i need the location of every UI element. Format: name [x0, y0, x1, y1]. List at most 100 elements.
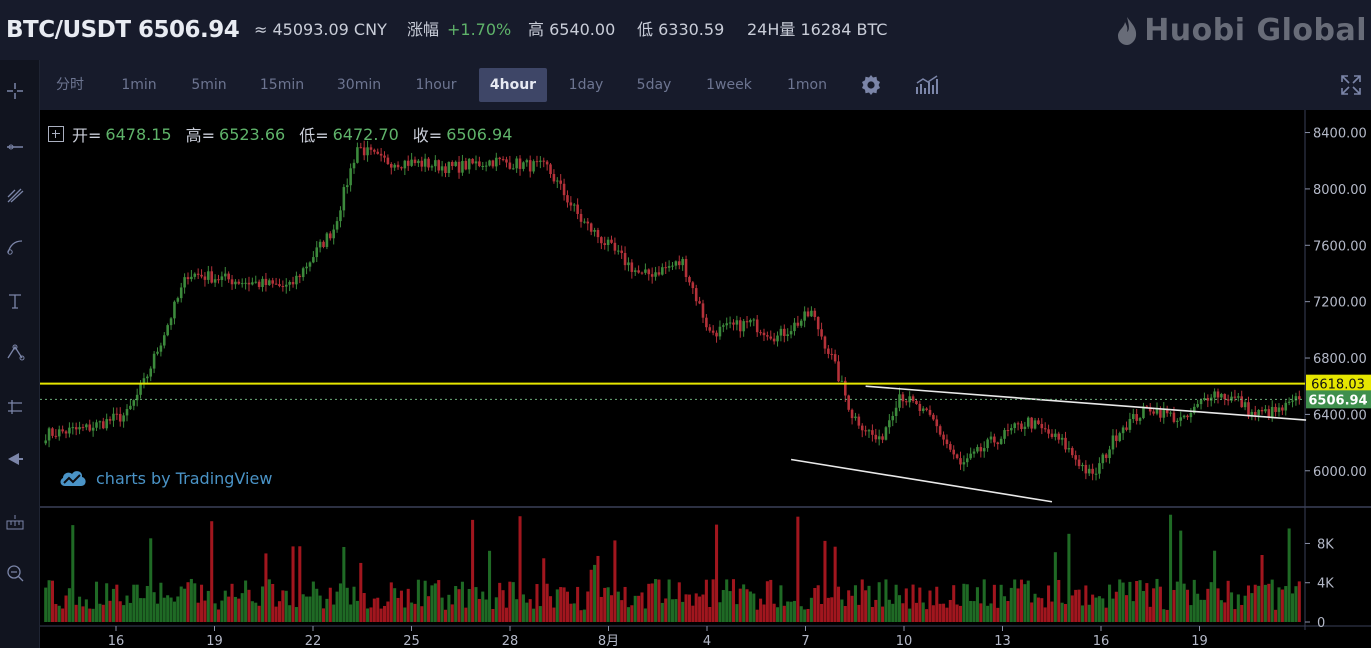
candle-body: [593, 230, 596, 232]
candle-body: [149, 368, 153, 377]
candle-body: [637, 270, 640, 273]
volume-bar: [94, 581, 99, 622]
candle-body: [904, 401, 908, 403]
pattern-icon[interactable]: [0, 338, 30, 368]
curve-icon[interactable]: [0, 232, 30, 262]
candle-body: [955, 454, 959, 459]
candle-body: [329, 233, 332, 239]
candle-body: [450, 162, 454, 167]
candle-body: [617, 250, 620, 252]
interval-5min[interactable]: 5min: [191, 77, 227, 93]
brand-name: Huobi Global: [1144, 13, 1367, 48]
fullscreen-icon[interactable]: [1336, 70, 1366, 100]
volume-bar: [210, 521, 214, 622]
trend-line-icon[interactable]: [0, 128, 30, 158]
measure-icon[interactable]: [0, 392, 30, 422]
zoom-icon[interactable]: [0, 558, 30, 588]
candle-body: [935, 419, 939, 427]
volume-bar: [410, 602, 414, 622]
interval-1hour[interactable]: 1hour: [415, 77, 457, 93]
volume-bar: [654, 579, 658, 622]
volume-bar: [355, 600, 359, 622]
volume-bar: [908, 608, 912, 622]
brush-icon[interactable]: [0, 180, 30, 210]
candle-body: [1220, 393, 1223, 398]
candle-body: [1233, 396, 1237, 398]
volume-bar: [650, 583, 654, 622]
volume-bar: [471, 519, 475, 622]
volume-bar: [227, 596, 231, 622]
candle-body: [1128, 418, 1132, 430]
candle-body: [844, 380, 847, 396]
gear-icon[interactable]: [856, 70, 886, 100]
volume-bar: [1155, 578, 1159, 622]
interval-4hour[interactable]: 4hour: [479, 68, 547, 102]
candlestick-chart[interactable]: 6618.036506.946000.006400.006800.007200.…: [40, 110, 1371, 648]
candle-body: [64, 431, 68, 434]
arrow-icon[interactable]: [0, 444, 30, 474]
legend-close: 6506.94: [446, 124, 513, 144]
crosshair-icon[interactable]: [0, 76, 30, 106]
volume-bar: [206, 590, 210, 622]
candle-body: [457, 161, 461, 173]
volume-bar: [491, 608, 495, 622]
interval-30min[interactable]: 30min: [336, 77, 382, 93]
interval-15min[interactable]: 15min: [259, 77, 305, 93]
candle-body: [952, 449, 956, 455]
volume-bar: [393, 588, 397, 622]
candle-body: [454, 161, 457, 167]
volume-bar: [464, 607, 468, 622]
volume-bar: [687, 594, 691, 622]
volume-bar: [1165, 609, 1169, 622]
candle-body: [1084, 464, 1088, 474]
candle-body: [938, 426, 942, 435]
volume-bar: [545, 583, 549, 622]
interval-1week[interactable]: 1week: [706, 77, 752, 93]
candle-body: [779, 328, 783, 336]
tradingview-watermark[interactable]: charts by TradingView: [58, 468, 272, 488]
volume-bar: [223, 590, 227, 622]
legend-toggle-icon[interactable]: [48, 126, 64, 142]
interval-timeline[interactable]: 分时: [56, 77, 84, 93]
candle-body: [81, 427, 85, 429]
ruler-icon[interactable]: [0, 508, 30, 538]
volume-bar: [769, 579, 773, 622]
candle-body: [925, 408, 928, 410]
candle-body: [467, 158, 471, 170]
candle-body: [1020, 423, 1023, 430]
volume-bar: [1169, 514, 1173, 622]
volume-bar: [596, 555, 600, 622]
volume-bar: [88, 608, 92, 622]
volume-bar: [955, 604, 959, 622]
text-icon[interactable]: [0, 286, 30, 316]
volume-bar: [450, 604, 454, 622]
volume-bar: [979, 603, 983, 622]
chart-area[interactable]: 6618.03 6506.94 6000.00 6400.00 6800.00 7200.…: [40, 110, 1371, 648]
candle-body: [915, 401, 918, 405]
candle-body: [708, 327, 712, 331]
candle-body: [1104, 454, 1108, 459]
volume-bar: [881, 606, 885, 622]
indicators-icon[interactable]: [912, 70, 942, 100]
candle-body: [671, 265, 674, 267]
interval-5day[interactable]: 5day: [636, 77, 672, 93]
candle-body: [122, 415, 125, 422]
volume-bar: [816, 585, 820, 622]
volume-bar: [105, 583, 109, 622]
volume-bar: [379, 608, 383, 622]
interval-1min[interactable]: 1min: [121, 77, 157, 93]
current-price-label: 6506.94: [1308, 393, 1367, 408]
candle-body: [1142, 406, 1145, 419]
volume-bar: [1216, 588, 1220, 622]
interval-1mon[interactable]: 1mon: [787, 77, 827, 93]
volume-bar: [511, 582, 515, 622]
volume-bar: [1006, 601, 1010, 622]
volume-bar: [664, 598, 668, 622]
candle-body: [786, 334, 789, 337]
candle-body: [783, 328, 786, 337]
candle-body: [1237, 396, 1240, 398]
volume-bar: [853, 585, 857, 622]
candle-body: [366, 147, 369, 156]
volume-bar: [308, 596, 312, 622]
interval-1day[interactable]: 1day: [568, 77, 604, 93]
